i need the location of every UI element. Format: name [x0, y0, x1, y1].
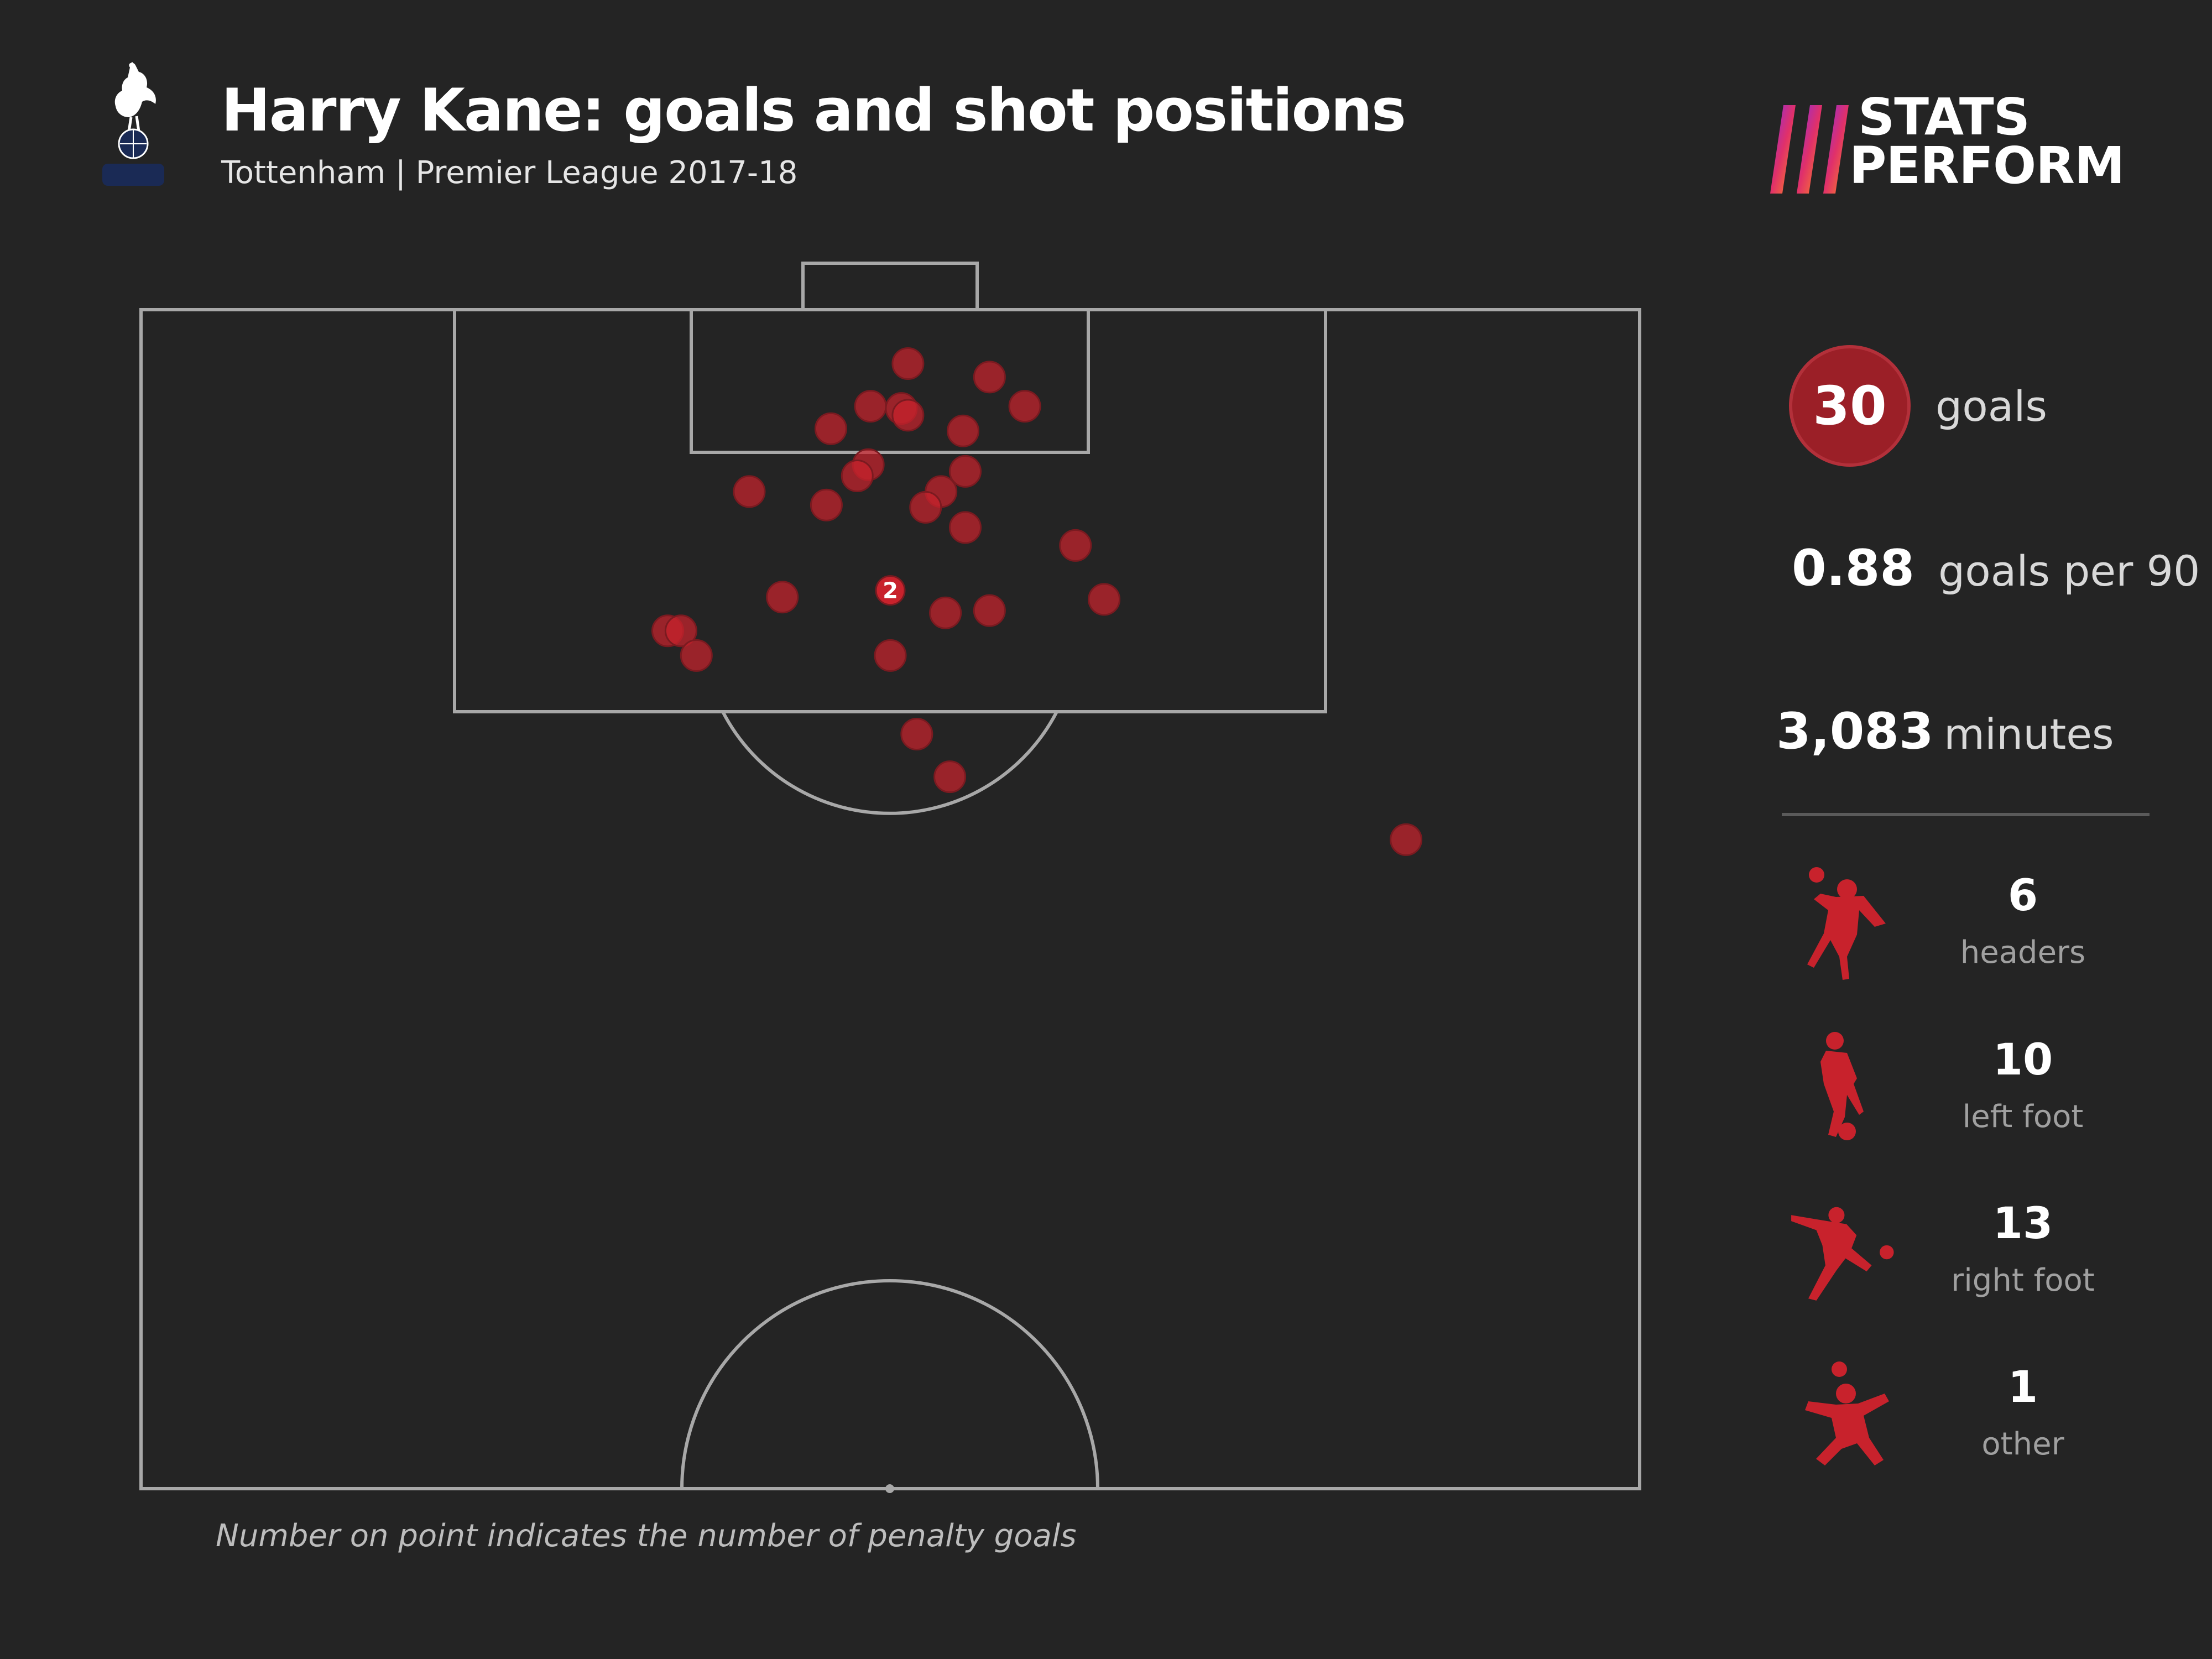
stats-perform-wordmark: STATS PERFORM — [1849, 87, 2125, 191]
centre-spot — [885, 1484, 894, 1493]
shot-point — [664, 614, 697, 648]
shot-point — [973, 594, 1006, 627]
penalty-arc — [721, 711, 1058, 815]
shot-point — [947, 414, 980, 447]
goals-label: goals — [1936, 382, 2048, 431]
shot-point — [1390, 823, 1423, 856]
tottenham-crest-icon — [102, 62, 164, 186]
left-foot-label: left foot — [1962, 1099, 2084, 1135]
right-foot-label: right foot — [1951, 1262, 2095, 1298]
shot-point — [875, 575, 906, 606]
shot-point — [841, 460, 874, 493]
goal-frame — [801, 262, 979, 311]
shot-point — [929, 596, 962, 629]
shot-point — [1059, 529, 1092, 562]
left-foot-count: 10 — [1992, 1035, 2053, 1085]
shot-points: 2 — [651, 347, 1423, 856]
headers-count: 6 — [2007, 871, 2038, 921]
shot-point — [891, 399, 925, 432]
footnote: Number on point indicates the number of … — [216, 1518, 1077, 1554]
pitch-shot-map: 2 — [139, 262, 1641, 1493]
shot-point — [733, 475, 766, 508]
centre-circle-arc — [680, 1279, 1099, 1489]
header-player-icon — [1807, 867, 1886, 980]
other-count: 1 — [2007, 1363, 2038, 1412]
shot-point — [874, 639, 907, 672]
stats-divider — [1782, 813, 2150, 816]
goals-per-90-value: 0.88 — [1792, 539, 1915, 597]
shot-point — [680, 639, 713, 672]
shot-point — [814, 412, 847, 445]
shot-point — [909, 491, 942, 524]
shot-point — [854, 390, 887, 423]
shot-point — [933, 760, 967, 794]
other-label: other — [1981, 1426, 2064, 1462]
shot-point — [891, 347, 925, 380]
shot-point — [1008, 390, 1041, 423]
shot-point — [810, 488, 843, 521]
shot-point — [900, 718, 933, 751]
penalty-count-label: 2 — [883, 578, 898, 604]
other-player-icon — [1805, 1361, 1889, 1465]
shot-point — [973, 361, 1006, 394]
goals-per-90-label: goals per 90 — [1938, 546, 2200, 596]
minutes-value: 3,083 — [1776, 702, 1934, 760]
shot-point — [949, 511, 982, 544]
brand-line-1: STATS — [1858, 87, 2030, 147]
chart-subtitle: Tottenham | Premier League 2017-18 — [221, 155, 798, 191]
stats-perform-logo-icon — [1770, 105, 1849, 194]
right-foot-count: 13 — [1992, 1199, 2053, 1249]
shot-point — [1088, 583, 1121, 616]
shot-point — [949, 455, 982, 488]
right-foot-player-icon — [1791, 1207, 1894, 1301]
chart-title: Harry Kane: goals and shot positions — [221, 76, 1406, 144]
headers-label: headers — [1960, 935, 2086, 971]
brand-line-2: PERFORM — [1849, 136, 2125, 195]
left-foot-player-icon — [1820, 1032, 1864, 1140]
goals-count-badge: 30 — [1789, 345, 1911, 467]
minutes-label: minutes — [1944, 709, 2114, 759]
shot-point — [766, 581, 799, 614]
half-pitch-outline — [139, 308, 1641, 1490]
six-yard-box — [690, 308, 1090, 454]
